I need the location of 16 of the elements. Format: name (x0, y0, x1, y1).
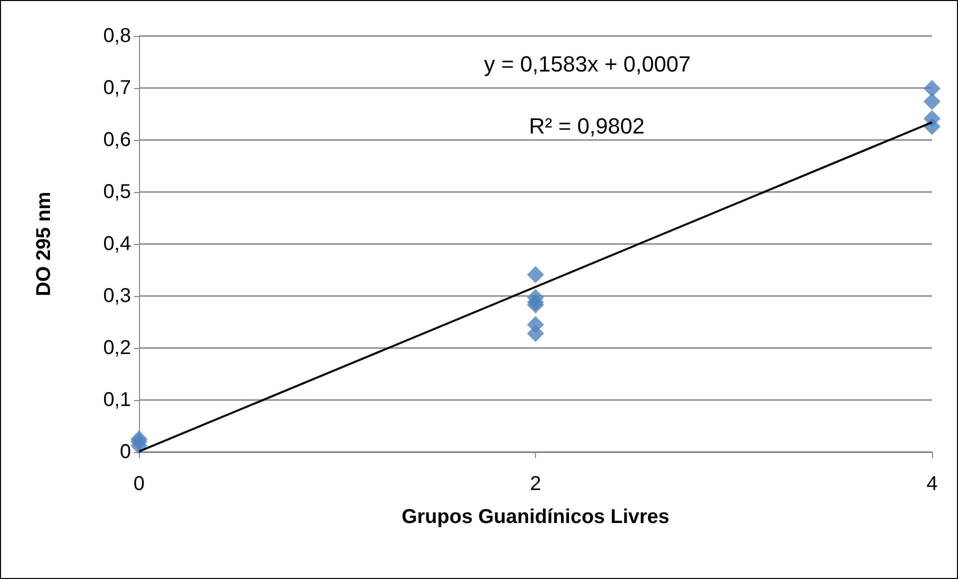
y-axis-title: DO 295 nm (33, 192, 55, 296)
x-tick-label: 0 (133, 473, 145, 495)
y-tick-label: 0,4 (103, 233, 131, 255)
x-tick-label: 4 (926, 473, 938, 495)
x-axis-title: Grupos Guanidínicos Livres (402, 506, 670, 528)
y-tick-label: 0,6 (103, 129, 131, 151)
x-tick-label: 2 (530, 473, 542, 495)
y-tick-label: 0,3 (103, 285, 131, 307)
y-tick-label: 0,5 (103, 181, 131, 203)
y-tick-label: 0 (120, 441, 131, 463)
y-tick-label: 0,8 (103, 25, 131, 47)
y-tick-label: 0,1 (103, 389, 131, 411)
annotation: y = 0,1583x + 0,0007 (484, 52, 691, 76)
y-tick-label: 0,2 (103, 337, 131, 359)
y-tick-label: 0,7 (103, 77, 131, 99)
annotation: R² = 0,9802 (529, 114, 645, 138)
